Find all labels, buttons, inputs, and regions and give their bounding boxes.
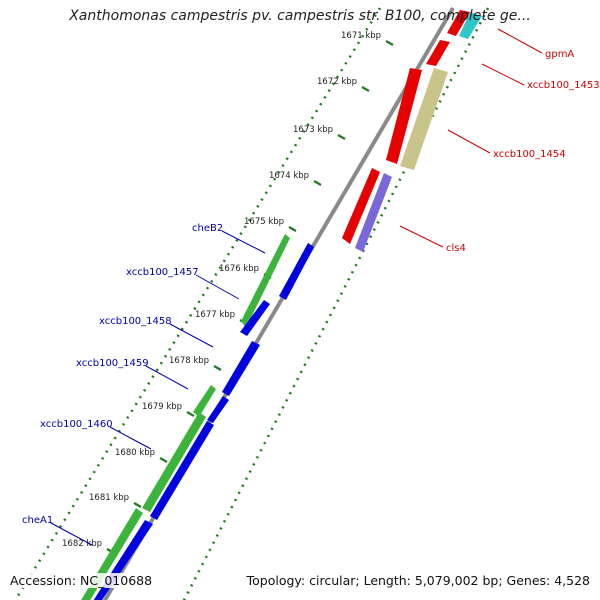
gene-label[interactable]: xccb100_1460 bbox=[40, 419, 113, 430]
tick-label: 1676 kbp bbox=[219, 264, 259, 274]
tick-label: 1674 kbp bbox=[269, 171, 309, 181]
gene-label-connector bbox=[109, 426, 152, 450]
major-tick bbox=[361, 86, 370, 92]
gene-label[interactable]: xccb100_1458 bbox=[99, 316, 172, 327]
major-tick bbox=[133, 502, 142, 508]
tick-label: 1675 kbp bbox=[244, 217, 284, 227]
gene-cyan[interactable] bbox=[459, 12, 482, 39]
tick-label: 1678 kbp bbox=[169, 356, 209, 366]
gene-xccb100-1454[interactable] bbox=[400, 68, 448, 170]
major-tick bbox=[186, 411, 195, 417]
genome-summary-text: Topology: circular; Length: 5,079,002 bp… bbox=[244, 573, 592, 588]
tick-track-right bbox=[182, 7, 490, 600]
major-tick bbox=[385, 40, 394, 46]
gene-gpma[interactable] bbox=[447, 10, 470, 36]
gene-xccb100-1460[interactable] bbox=[142, 412, 206, 512]
gene-red-small[interactable] bbox=[426, 40, 450, 66]
gene-xccb100-1460-small[interactable] bbox=[207, 396, 229, 423]
gene-label[interactable]: xccb100_1453 bbox=[527, 80, 600, 91]
tick-label: 1682 kbp bbox=[62, 539, 102, 549]
tick-label: 1672 kbp bbox=[317, 77, 357, 87]
gene-label-connector bbox=[221, 230, 266, 254]
tick-label: 1679 kbp bbox=[142, 402, 182, 412]
gene-xccb100-1457[interactable] bbox=[279, 243, 314, 300]
gene-red-lower[interactable] bbox=[342, 168, 380, 244]
gene-label[interactable]: xccb100_1459 bbox=[76, 358, 149, 369]
major-tick bbox=[337, 134, 346, 140]
gene-xccb100-1459-green[interactable] bbox=[193, 385, 216, 417]
tick-label: 1671 kbp bbox=[341, 31, 381, 41]
gene-label[interactable]: cheA1 bbox=[22, 515, 53, 526]
gene-cls4[interactable] bbox=[355, 173, 392, 252]
tick-label: 1680 kbp bbox=[115, 448, 155, 458]
tick-label: 1677 kbp bbox=[195, 310, 235, 320]
map-title: Xanthomonas campestris pv. campestris st… bbox=[69, 8, 531, 24]
gene-label[interactable]: gpmA bbox=[545, 49, 574, 60]
gene-label[interactable]: cls4 bbox=[446, 243, 466, 254]
major-tick bbox=[213, 365, 222, 371]
gene-label-connector bbox=[169, 323, 214, 348]
gene-label[interactable]: xccb100_1454 bbox=[493, 149, 566, 160]
gene-xccb100-1460-blue[interactable] bbox=[150, 421, 214, 520]
gene-label[interactable]: xccb100_1457 bbox=[126, 267, 199, 278]
tick-track-left bbox=[13, 7, 382, 600]
gene-label-connector bbox=[50, 522, 93, 546]
gene-label-connector bbox=[447, 129, 491, 154]
backbone-line bbox=[102, 6, 455, 600]
tick-label: 1673 kbp bbox=[293, 125, 333, 135]
gene-label-connector bbox=[195, 274, 240, 300]
gene-label-connector bbox=[399, 225, 444, 248]
major-tick bbox=[159, 457, 168, 463]
gene-label[interactable]: cheB2 bbox=[192, 223, 223, 234]
gene-xccb100-1453[interactable] bbox=[386, 68, 422, 164]
gene-label-connector bbox=[497, 28, 543, 54]
gene-label-connector bbox=[145, 365, 189, 390]
major-tick bbox=[288, 226, 297, 232]
major-tick bbox=[313, 180, 322, 186]
gene-xccb100-1458[interactable] bbox=[240, 300, 270, 336]
tick-label: 1681 kbp bbox=[89, 493, 129, 503]
gene-cheb2[interactable] bbox=[241, 234, 290, 328]
gene-xccb100-1459[interactable] bbox=[222, 341, 260, 396]
accession-text: Accession: NC_010688 bbox=[8, 573, 155, 588]
gene-label-connector bbox=[481, 63, 525, 86]
